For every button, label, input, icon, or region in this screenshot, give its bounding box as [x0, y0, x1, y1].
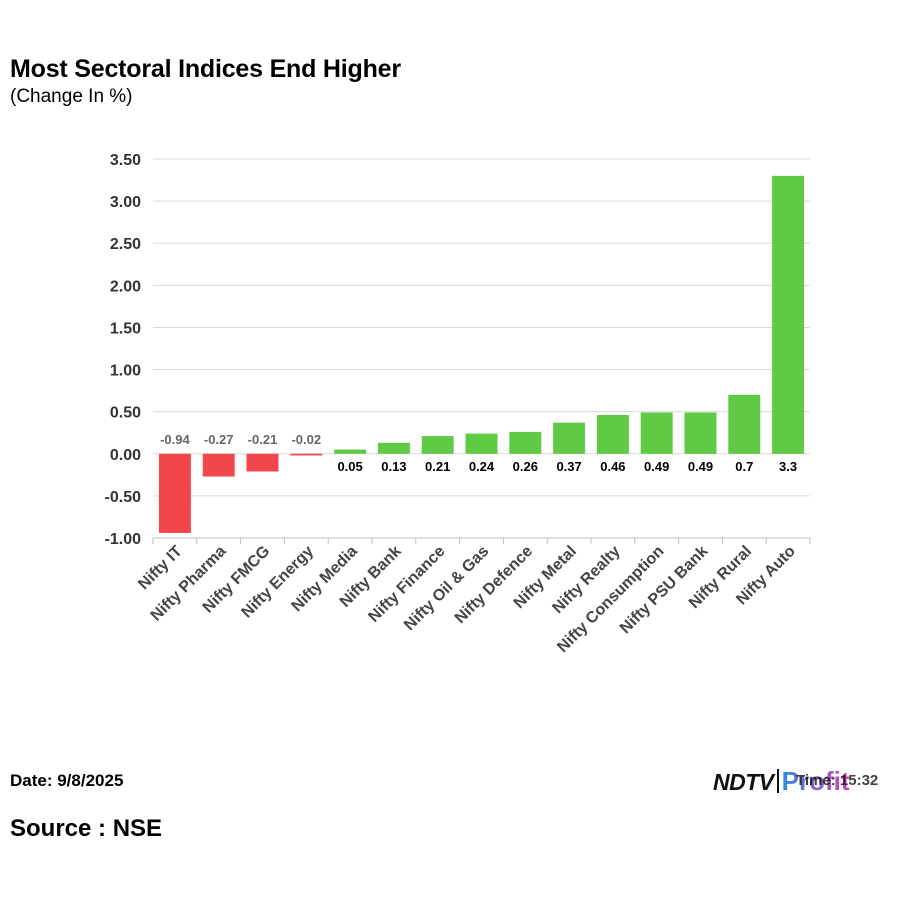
data-label: 0.21: [425, 459, 450, 474]
bar: [290, 453, 323, 456]
data-label: 0.26: [513, 459, 538, 474]
y-tick-label: -1.00: [105, 531, 142, 548]
y-tick-label: 0.00: [110, 447, 141, 464]
data-label: -0.27: [204, 432, 234, 447]
chart-title: Most Sectoral Indices End Higher: [10, 55, 401, 83]
data-label: 3.3: [779, 459, 797, 474]
y-tick-label: 1.00: [110, 363, 141, 380]
chart-subtitle: (Change In %): [10, 86, 133, 107]
data-label: 0.46: [600, 459, 625, 474]
y-tick-label: 3.00: [110, 194, 141, 211]
data-label: 0.49: [644, 459, 669, 474]
x-tick-label: Nifty Finance: [365, 543, 448, 626]
x-tick-label: Nifty Defence: [452, 543, 536, 627]
data-label: -0.02: [291, 432, 321, 447]
bar: [246, 453, 279, 472]
bar: [509, 431, 542, 454]
bar-chart: 3.50 3.00 2.50 2.00 1.50 1.00 0.50 0.00 -0.50 -1.…: [105, 152, 811, 656]
logo-divider: [776, 769, 779, 793]
bar: [158, 453, 191, 533]
data-label: -0.21: [248, 432, 278, 447]
data-label: 0.7: [735, 459, 753, 474]
bar: [465, 433, 498, 454]
time-label: Time: 15:32: [796, 772, 879, 789]
bar: [772, 175, 805, 454]
bar: [596, 415, 629, 454]
data-label: -0.94: [160, 432, 190, 447]
x-tick-label: Nifty Pharma: [148, 543, 230, 625]
data-label: 0.24: [469, 459, 495, 474]
data-label: 0.05: [337, 459, 362, 474]
data-label: 0.37: [556, 459, 581, 474]
y-tick-label: 2.50: [110, 236, 141, 253]
bar: [640, 412, 673, 454]
bar: [684, 412, 717, 454]
ndtv-logo-text: NDTV: [713, 769, 774, 795]
source-label: Source : NSE: [10, 815, 163, 842]
data-label: 0.49: [688, 459, 713, 474]
y-tick-label: 1.50: [110, 320, 141, 337]
data-label: 0.13: [381, 459, 406, 474]
y-tick-label: -0.50: [105, 489, 142, 506]
y-tick-label: 3.50: [110, 152, 141, 169]
bar: [202, 453, 235, 477]
bar: [728, 394, 761, 454]
y-tick-label: 2.00: [110, 278, 141, 295]
ndtv-profit-logo: NDTV Profit Time: 15:32: [713, 766, 878, 800]
profit-logo-text: Profit: [781, 766, 850, 796]
bar: [553, 422, 586, 454]
bar: [421, 436, 454, 454]
date-label: Date: 9/8/2025: [10, 771, 124, 790]
bar: [377, 442, 410, 454]
bar: [334, 449, 367, 454]
y-tick-label: 0.50: [110, 405, 141, 422]
